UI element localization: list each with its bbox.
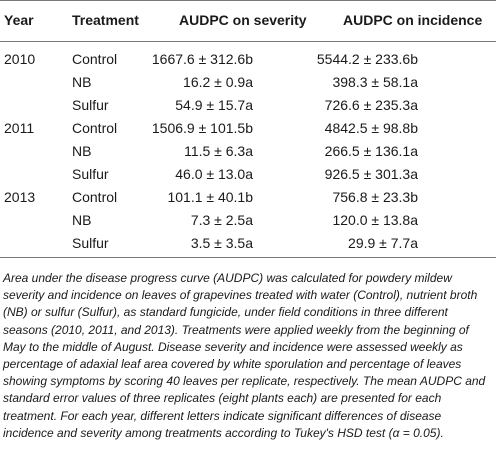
- cell-treatment: NB: [72, 74, 92, 90]
- cell-treatment: Sulfur: [72, 166, 109, 182]
- cell-incidence: 266.5 ± 136.1a: [324, 143, 418, 159]
- cell-incidence: 726.6 ± 235.3a: [324, 97, 418, 113]
- table-row: Sulfur 3.5 ± 3.5a 29.9 ± 7.7a: [0, 235, 496, 257]
- cell-incidence: 398.3 ± 58.1a: [332, 74, 418, 90]
- cell-incidence: 926.5 ± 301.3a: [324, 166, 418, 182]
- cell-treatment: Sulfur: [72, 235, 109, 251]
- cell-treatment: Control: [72, 189, 118, 205]
- cell-treatment: NB: [72, 143, 92, 159]
- cell-severity: 7.3 ± 2.5a: [190, 212, 253, 228]
- cell-incidence: 5544.2 ± 233.6b: [316, 51, 418, 67]
- table-header-row: Year Treatment AUDPC on severity AUDPC o…: [0, 12, 496, 32]
- cell-severity: 11.5 ± 6.3a: [184, 143, 253, 159]
- cell-treatment: Control: [72, 120, 118, 136]
- cell-year: 2013: [4, 189, 36, 205]
- table-row: Sulfur 54.9 ± 15.7a 726.6 ± 235.3a: [0, 97, 496, 119]
- table-row: NB 11.5 ± 6.3a 266.5 ± 136.1a: [0, 143, 496, 165]
- header-year: Year: [4, 12, 34, 28]
- table-top-rule: [0, 0, 496, 1]
- cell-year: 2010: [4, 51, 36, 67]
- cell-year: 2011: [4, 120, 35, 136]
- table-row: 2010 Control 1667.6 ± 312.6b 5544.2 ± 23…: [0, 51, 496, 73]
- cell-severity: 16.2 ± 0.9a: [183, 74, 253, 90]
- cell-severity: 1667.6 ± 312.6b: [151, 51, 253, 67]
- cell-incidence: 756.8 ± 23.3b: [332, 189, 418, 205]
- header-treatment: Treatment: [72, 12, 139, 28]
- table-header-rule: [0, 41, 496, 42]
- cell-severity: 46.0 ± 13.0a: [175, 166, 253, 182]
- cell-severity: 3.5 ± 3.5a: [190, 235, 253, 251]
- cell-severity: 1506.9 ± 101.5b: [151, 120, 253, 136]
- header-severity: AUDPC on severity: [179, 12, 307, 28]
- cell-treatment: Sulfur: [72, 97, 109, 113]
- table-bottom-rule: [0, 257, 496, 258]
- table-row: NB 16.2 ± 0.9a 398.3 ± 58.1a: [0, 74, 496, 96]
- table-row: 2013 Control 101.1 ± 40.1b 756.8 ± 23.3b: [0, 189, 496, 211]
- header-incidence: AUDPC on incidence: [343, 12, 483, 28]
- cell-severity: 101.1 ± 40.1b: [167, 189, 253, 205]
- cell-severity: 54.9 ± 15.7a: [175, 97, 253, 113]
- cell-treatment: NB: [72, 212, 92, 228]
- cell-incidence: 120.0 ± 13.8a: [332, 212, 418, 228]
- cell-treatment: Control: [72, 51, 118, 67]
- table-caption: Area under the disease progress curve (A…: [3, 271, 486, 440]
- cell-incidence: 29.9 ± 7.7a: [348, 235, 418, 251]
- table-row: Sulfur 46.0 ± 13.0a 926.5 ± 301.3a: [0, 166, 496, 188]
- cell-incidence: 4842.5 ± 98.8b: [324, 120, 418, 136]
- table-row: 2011 Control 1506.9 ± 101.5b 4842.5 ± 98…: [0, 120, 496, 142]
- table-row: NB 7.3 ± 2.5a 120.0 ± 13.8a: [0, 212, 496, 234]
